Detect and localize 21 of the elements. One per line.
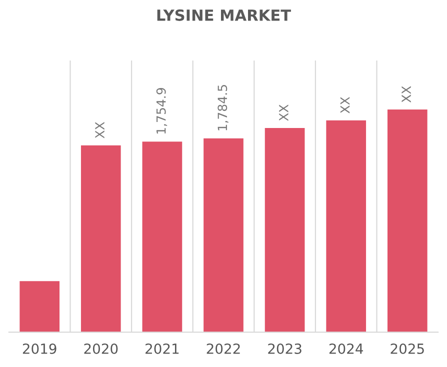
x-tick-label: 2023 — [268, 343, 302, 354]
chart-title: LYSINE MARKET — [157, 9, 291, 21]
data-label: XX — [95, 122, 104, 138]
x-tick-label: 2024 — [329, 343, 363, 354]
bar — [264, 128, 305, 332]
bar — [204, 138, 244, 332]
data-label: XX — [340, 96, 350, 114]
x-tick-label: 2021 — [146, 343, 179, 354]
data-label: 1,784.5 — [218, 85, 228, 130]
x-tick-label: 2020 — [84, 343, 118, 354]
data-label: XX — [402, 86, 411, 102]
data-label: XX — [279, 104, 288, 121]
x-tick-label: 2025 — [390, 343, 424, 354]
bar — [20, 281, 60, 332]
x-tick-label: 2019 — [22, 343, 56, 354]
bar — [142, 142, 182, 332]
data-label: 1,754.9 — [156, 88, 168, 134]
x-tick-label: 2022 — [206, 343, 240, 354]
bar — [80, 145, 121, 332]
bar — [387, 110, 428, 332]
bar — [326, 120, 366, 332]
